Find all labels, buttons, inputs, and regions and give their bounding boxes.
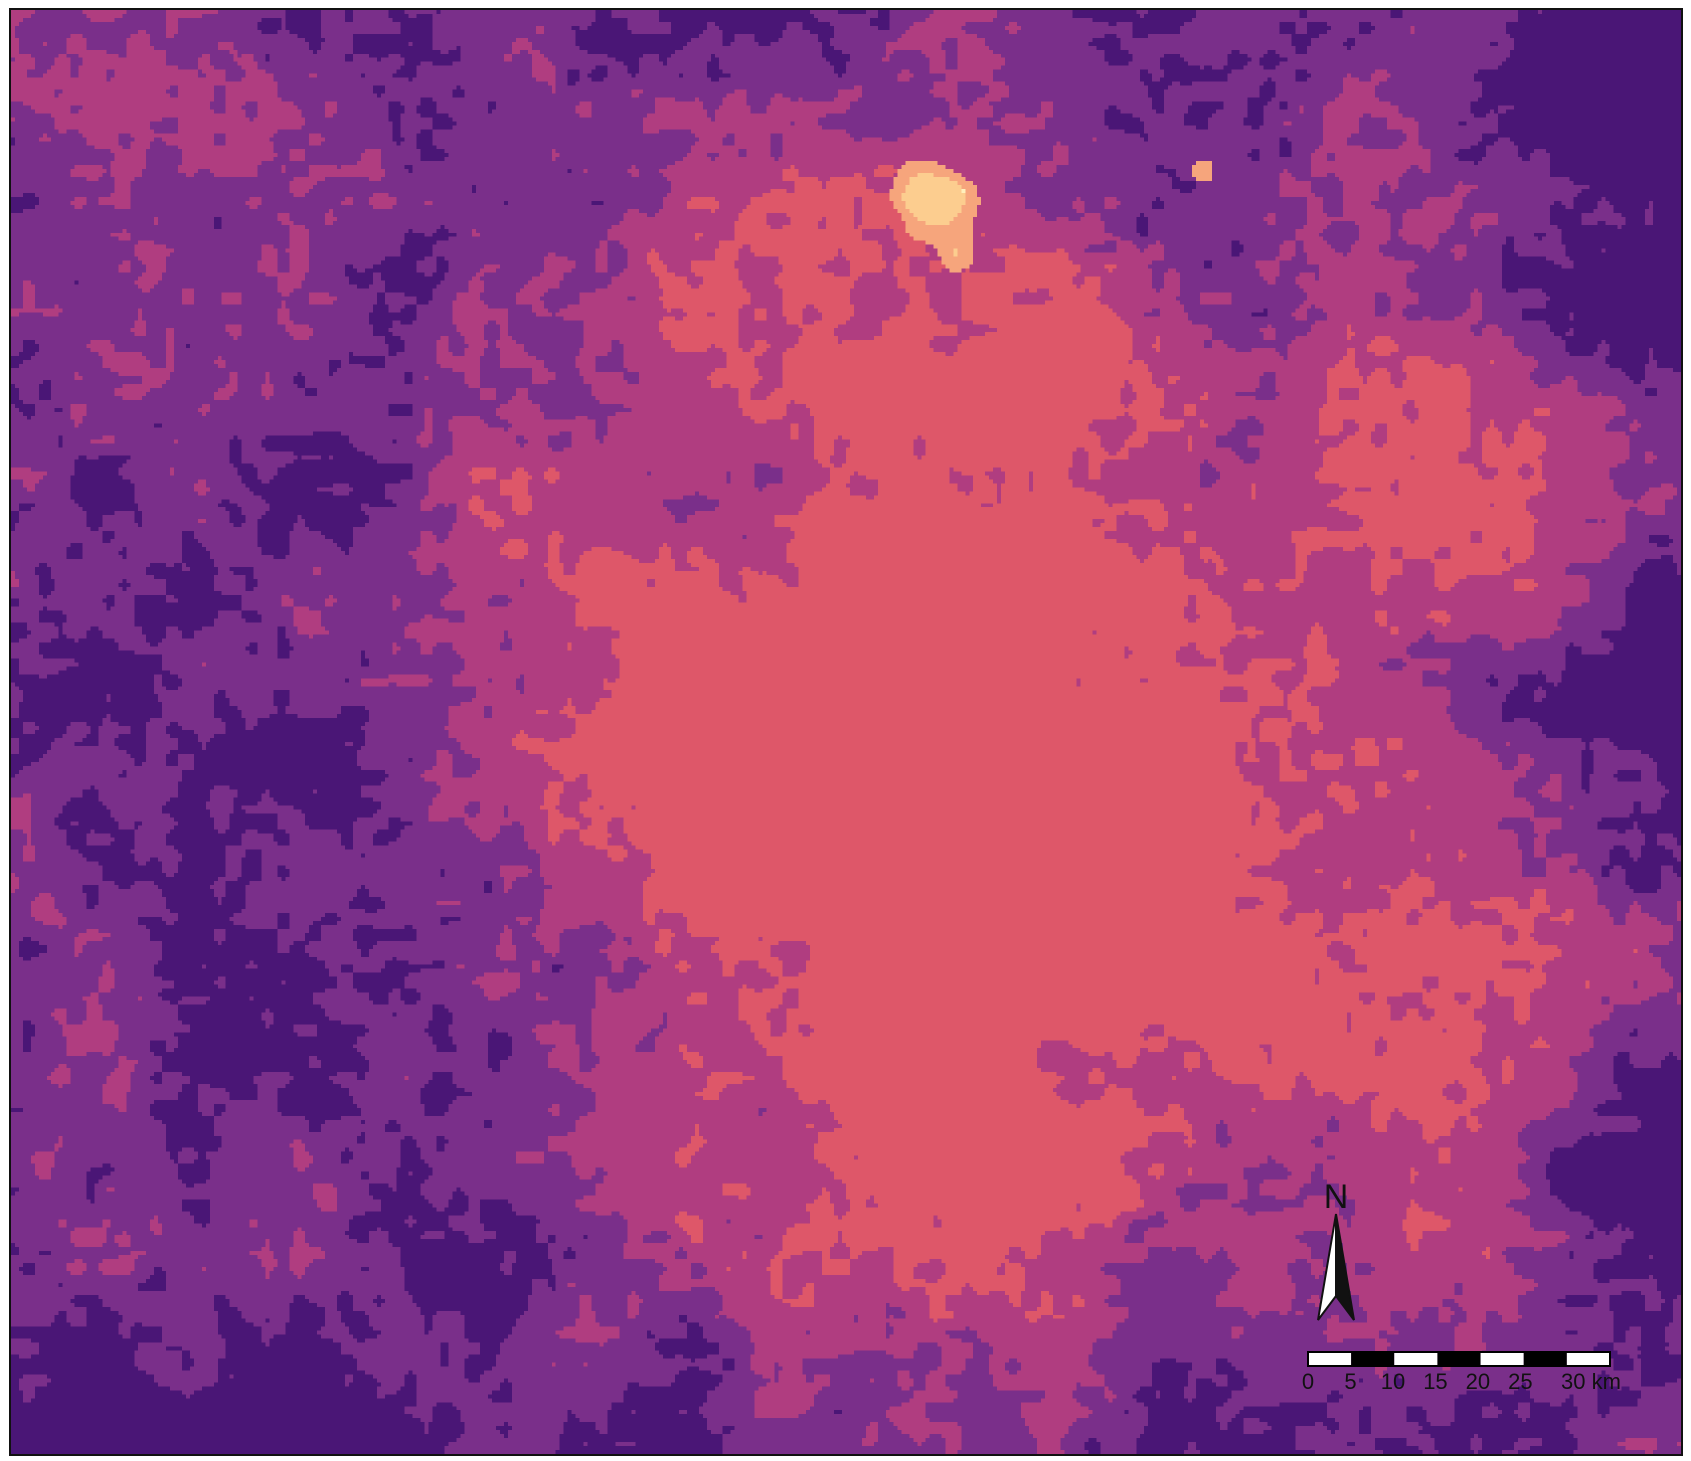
scale-bar: 0 5 10 15 20 25 30 km <box>1301 1350 1641 1400</box>
scale-tick-label: 30 km <box>1561 1369 1621 1394</box>
scale-tick-label: 25 <box>1508 1369 1533 1394</box>
north-arrow-icon <box>1317 1213 1355 1321</box>
north-arrow-label: N <box>1323 1178 1349 1216</box>
scale-segment <box>1437 1352 1481 1366</box>
scale-segment <box>1308 1352 1352 1366</box>
scale-bar-graphic <box>1307 1351 1611 1367</box>
north-arrow: N <box>1306 1180 1366 1330</box>
raster-map <box>11 10 1681 1454</box>
scale-tick-label: 10 <box>1380 1369 1406 1394</box>
scale-segment <box>1394 1352 1438 1366</box>
scale-tick-label: 20 <box>1465 1369 1491 1394</box>
scale-tick-label: 15 <box>1423 1369 1448 1394</box>
scale-tick-label: 0 <box>1301 1369 1315 1394</box>
scale-tick-label: 5 <box>1344 1369 1357 1394</box>
scale-segment <box>1566 1352 1610 1366</box>
scale-segment <box>1351 1352 1395 1366</box>
scale-segment <box>1480 1352 1524 1366</box>
map-frame: N 0 5 10 15 20 25 30 km <box>9 8 1683 1456</box>
scale-segment <box>1523 1352 1567 1366</box>
